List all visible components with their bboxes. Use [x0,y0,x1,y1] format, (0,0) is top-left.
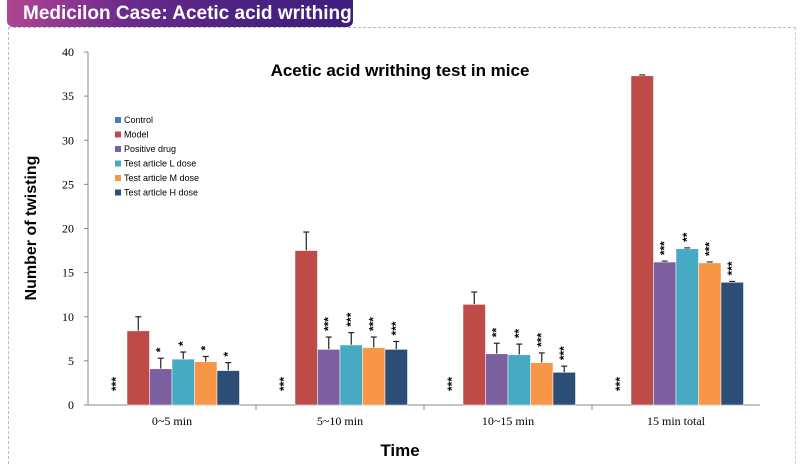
bar-test-article-m-dose [698,262,722,406]
bar-positive-drug [149,368,173,406]
y-tick-label: 30 [62,133,74,147]
bar-test-article-h-dose [720,282,744,406]
x-axis-label: Time [380,441,419,460]
x-tick-label: 10~15 min [482,414,534,428]
y-tick-label: 10 [62,310,74,324]
legend-label: Positive drug [124,144,176,154]
significance-label: *** [322,317,336,331]
bar-positive-drug [485,353,509,406]
case-banner: Medicilon Case: Acetic acid writhing tes… [7,0,353,51]
bar-model [126,330,150,406]
significance-label: *** [389,321,403,335]
significance-label: *** [703,242,717,256]
x-tick-label: 15 min total [647,414,706,428]
significance-label: ** [490,328,504,338]
significance-label: ** [680,232,694,242]
y-tick-label: 15 [62,266,74,280]
bar-test-article-h-dose [216,370,240,406]
y-tick-label: 25 [62,177,74,191]
bar-test-article-m-dose [194,361,218,406]
bar-test-article-m-dose [362,347,386,406]
bar-test-article-m-dose [530,362,554,406]
legend-label: Test article M dose [124,173,199,183]
chart-title: Acetic acid writhing test in mice [271,61,530,80]
significance-label: *** [367,317,381,331]
y-tick-label: 0 [68,398,74,412]
chart-frame [8,27,796,464]
bar-model [630,75,654,406]
legend-label: Test article H dose [124,188,198,198]
legend-label: Control [124,115,153,125]
significance-label: ** [512,328,526,338]
bar-test-article-l-dose [507,354,531,406]
significance-label: *** [344,312,358,326]
significance-label: *** [445,377,459,391]
legend-swatch [115,131,121,138]
x-tick-label: 0~5 min [152,414,192,428]
significance-label: *** [613,377,627,391]
bar-positive-drug [653,261,677,406]
bar-test-article-h-dose [552,372,576,406]
y-tick-label: 20 [62,222,74,236]
bar-test-article-l-dose [339,344,363,406]
significance-label: *** [109,377,123,391]
significance-label: *** [277,377,291,391]
significance-label: * [221,352,235,357]
significance-label: * [154,347,168,352]
significance-label: * [199,345,213,350]
bar-model [462,304,486,406]
legend-swatch [115,117,121,123]
bar-test-article-h-dose [384,349,408,406]
bar-test-article-l-dose [171,358,195,406]
bar-positive-drug [317,349,341,406]
significance-label: *** [658,241,672,255]
significance-label: * [176,341,190,346]
legend-swatch [115,160,121,167]
legend-swatch [115,175,121,181]
significance-label: *** [725,261,739,275]
bar-test-article-l-dose [675,248,699,406]
legend-swatch [115,146,121,152]
y-tick-label: 35 [62,89,74,103]
bar-model [294,250,318,406]
x-tick-label: 5~10 min [317,414,363,428]
legend-label: Model [124,130,149,140]
y-tick-label: 5 [68,354,74,368]
legend-label: Test article L dose [124,159,196,169]
legend-swatch [115,189,121,196]
significance-label: *** [557,346,571,360]
y-tick-label: 40 [62,45,74,59]
significance-label: *** [535,333,549,347]
y-axis-label: Number of twisting [23,156,40,301]
